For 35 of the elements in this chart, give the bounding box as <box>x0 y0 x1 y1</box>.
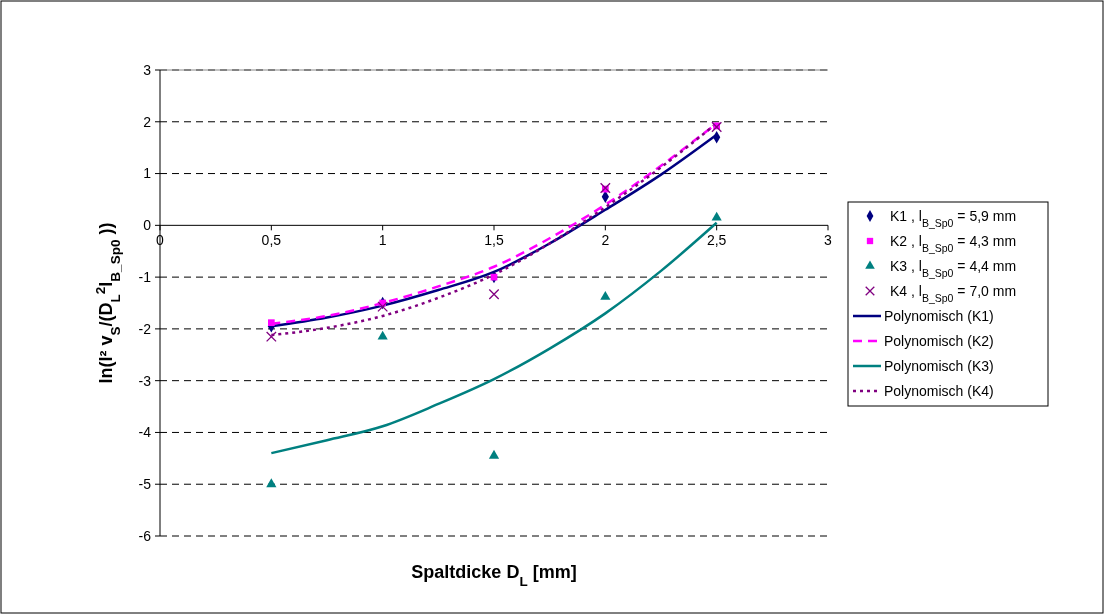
y-tick-label: -4 <box>138 424 152 441</box>
y-tick-label: 1 <box>143 165 152 182</box>
y-tick-label: -2 <box>138 320 152 337</box>
legend-label: Polynomisch (K2) <box>884 332 994 349</box>
legend-label: Polynomisch (K4) <box>884 382 994 399</box>
y-tick-label: 2 <box>143 113 152 130</box>
legend-label: K1 , l$_{B_Sp0}$ = 5,9 mm <box>890 207 1017 229</box>
x-tick-label: 1 <box>378 232 387 249</box>
legend-label: K4 , l$_{B_Sp0}$ = 7,0 mm <box>890 282 1017 304</box>
y-tick-label: -1 <box>138 269 152 286</box>
point <box>488 449 500 459</box>
x-tick-label: 0,5 <box>261 232 282 249</box>
legend-label: Polynomisch (K1) <box>884 307 994 324</box>
legend-label: Polynomisch (K3) <box>884 357 994 374</box>
y-tick-label: -5 <box>138 476 152 493</box>
x-axis-title: Spaltdicke D$_{L}$ [mm] <box>411 562 577 589</box>
point <box>265 331 277 343</box>
legend-label: K3 , l$_{B_Sp0}$ = 4,4 mm <box>890 257 1017 279</box>
x-tick-label: 3 <box>824 232 833 249</box>
point <box>488 288 500 300</box>
legend-label: K2 , l$_{B_Sp0}$ = 4,3 mm <box>890 232 1017 254</box>
point <box>711 211 722 221</box>
point <box>266 478 277 488</box>
x-tick-label: 0 <box>156 232 165 249</box>
y-tick-label: 0 <box>143 217 152 234</box>
point <box>267 319 275 327</box>
y-tick-label: 3 <box>143 61 152 78</box>
x-tick-label: 1,5 <box>484 232 504 249</box>
point <box>600 290 611 300</box>
y-tick-label: -6 <box>138 527 152 544</box>
point <box>377 301 389 312</box>
x-tick-label: 2 <box>601 232 610 249</box>
y-tick-label: -3 <box>138 372 152 389</box>
x-tick-label: 2,5 <box>706 232 727 249</box>
point <box>377 330 388 340</box>
